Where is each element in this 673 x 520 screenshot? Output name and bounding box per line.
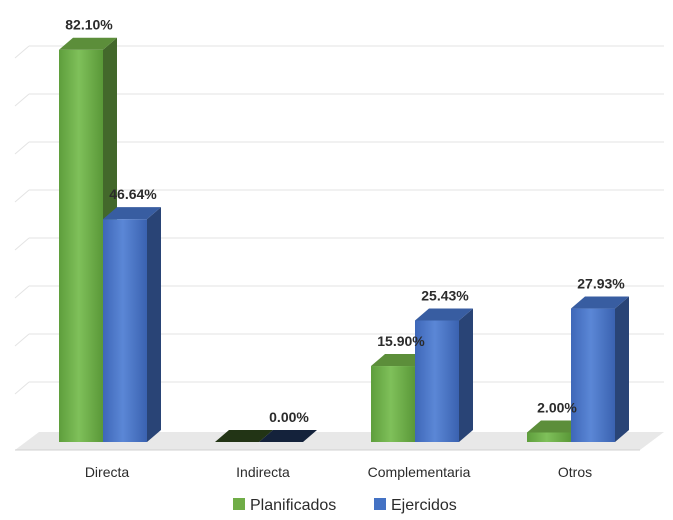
gridline-side [14,381,30,395]
legend-label: Planificados [250,497,336,514]
chart-floor [15,432,664,451]
bar-front [527,432,571,442]
category-labels: Directa Indirecta Complementaria Otros [85,464,592,480]
bar-top [371,354,429,367]
data-label: 46.64% [109,186,157,202]
gridline-side [14,93,30,107]
bar-top [527,420,585,433]
bar-front [59,49,103,442]
gridline-side [14,141,30,155]
bar-side [147,207,161,442]
bar-planificados-indirecta [215,430,273,442]
bar-top [103,207,161,220]
floor [15,432,664,450]
category-label: Otros [558,464,592,480]
bar-front [571,308,615,442]
bar-top [215,430,273,442]
gridline-side [14,189,30,203]
bar-ejercidos-otros [571,296,629,442]
bar-top [259,430,317,442]
category-label: Directa [85,464,130,480]
data-label: 82.10% [65,17,113,33]
category-label: Indirecta [236,464,290,480]
data-label: 27.93% [577,276,625,292]
bar-top [59,37,117,50]
data-label: 25.43% [421,288,469,304]
legend: Planificados Ejercidos [233,497,457,514]
gridline-side [14,45,30,59]
gridline-side [14,333,30,347]
bars [59,37,629,442]
bar-top [415,308,473,321]
legend-label: Ejercidos [391,497,457,514]
bar-front [415,320,459,442]
legend-swatch [233,498,245,510]
legend-swatch [374,498,386,510]
bar-front [103,219,147,442]
bar-ejercidos-directa [103,207,161,442]
bar-ejercidos-indirecta [259,430,317,442]
data-label: 2.00% [537,399,577,415]
bar-side [459,308,473,442]
category-label: Complementaria [368,464,471,480]
data-labels: 82.10% 46.64% 0.00% 15.90% 25.43% 2.00% 27.93% [65,17,625,425]
bar-side [615,296,629,442]
gridline-side [14,285,30,299]
bar-front [371,366,415,442]
data-label: 0.00% [269,409,309,425]
gridline-side [14,237,30,251]
data-label: 15.90% [377,333,425,349]
bar-top [571,296,629,309]
bar-ejercidos-complementaria [415,308,473,442]
